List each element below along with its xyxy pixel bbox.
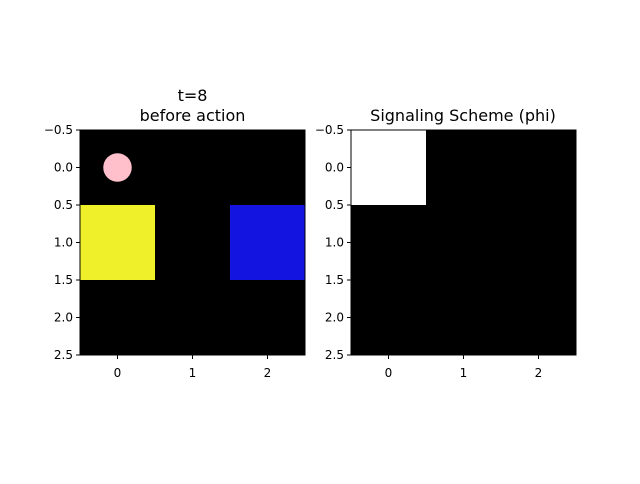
grid-cell-1-2 (230, 205, 305, 280)
y-tick-label: 2.5 (325, 348, 344, 362)
x-tick-label: 2 (535, 366, 543, 380)
left-y-axis: −0.5 0.0 0.5 1.0 1.5 2.0 2.5 (44, 123, 80, 362)
grid-cell-1-0 (80, 205, 155, 280)
y-tick-label: 1.0 (325, 236, 344, 250)
y-tick-label: 2.0 (325, 311, 344, 325)
x-tick-label: 1 (189, 366, 197, 380)
y-tick-label: 1.5 (325, 273, 344, 287)
y-tick-label: 1.0 (54, 236, 73, 250)
x-tick-label: 1 (460, 366, 468, 380)
y-tick-label: 2.0 (54, 311, 73, 325)
y-tick-label: −0.5 (315, 123, 344, 137)
grid-cell-0-0 (351, 130, 426, 205)
right-panel: Signaling Scheme (phi) 0 1 2 −0.5 0.0 0.5 1.0… (315, 106, 577, 380)
left-panel-title-line1: t=8 (178, 86, 208, 105)
agent-marker (103, 153, 132, 182)
y-tick-label: 0.0 (54, 161, 73, 175)
right-grid (350, 129, 577, 356)
y-tick-label: 2.5 (54, 348, 73, 362)
left-panel-title-line2: before action (140, 106, 246, 125)
y-tick-label: 0.5 (325, 198, 344, 212)
right-y-axis: −0.5 0.0 0.5 1.0 1.5 2.0 2.5 (315, 123, 351, 362)
x-tick-label: 0 (114, 366, 122, 380)
left-panel: t=8 before action 0 1 2 −0.5 0.0 0.5 1.0 1.5 2.… (44, 86, 306, 380)
left-grid (79, 129, 306, 356)
x-tick-label: 0 (385, 366, 393, 380)
y-tick-label: 0.5 (54, 198, 73, 212)
left-x-axis: 0 1 2 (114, 355, 272, 380)
y-tick-label: 1.5 (54, 273, 73, 287)
right-panel-title: Signaling Scheme (phi) (370, 106, 556, 125)
right-x-axis: 0 1 2 (385, 355, 543, 380)
y-tick-label: −0.5 (44, 123, 73, 137)
y-tick-label: 0.0 (325, 161, 344, 175)
x-tick-label: 2 (264, 366, 272, 380)
